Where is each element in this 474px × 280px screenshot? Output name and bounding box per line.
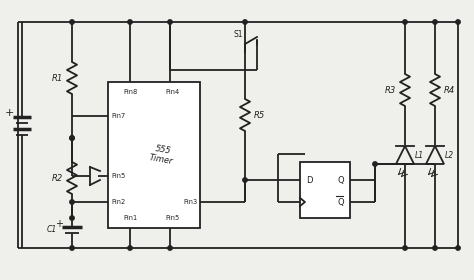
Text: Pin5: Pin5: [111, 173, 125, 179]
Text: L1: L1: [415, 151, 424, 160]
Text: Pin1: Pin1: [123, 215, 137, 221]
Circle shape: [128, 20, 132, 24]
Text: +: +: [55, 219, 63, 229]
Text: Pin7: Pin7: [111, 113, 125, 119]
Circle shape: [70, 136, 74, 140]
Circle shape: [243, 178, 247, 182]
Circle shape: [456, 246, 460, 250]
Circle shape: [433, 20, 437, 24]
Text: R5: R5: [254, 111, 265, 120]
Circle shape: [70, 200, 74, 204]
Text: Pin2: Pin2: [111, 199, 125, 205]
Text: R2: R2: [52, 174, 63, 183]
Text: 555
Timer: 555 Timer: [148, 143, 176, 167]
Circle shape: [433, 246, 437, 250]
Bar: [300, 162, 350, 218]
Circle shape: [456, 20, 460, 24]
Text: D: D: [306, 176, 312, 185]
Text: Q: Q: [337, 176, 344, 185]
Circle shape: [403, 20, 407, 24]
Bar: [108, 82, 200, 228]
Text: S1: S1: [234, 29, 243, 39]
Circle shape: [168, 20, 172, 24]
Text: Pin4: Pin4: [165, 89, 179, 95]
Circle shape: [168, 246, 172, 250]
Text: Pin5: Pin5: [165, 215, 179, 221]
Circle shape: [70, 20, 74, 24]
Text: Pin8: Pin8: [123, 89, 137, 95]
Circle shape: [70, 216, 74, 220]
Circle shape: [128, 246, 132, 250]
Text: Pin3: Pin3: [183, 199, 197, 205]
Text: Q: Q: [337, 197, 344, 207]
Circle shape: [373, 162, 377, 166]
Text: C1: C1: [47, 225, 57, 235]
Circle shape: [403, 246, 407, 250]
Circle shape: [243, 20, 247, 24]
Text: R1: R1: [52, 74, 63, 83]
Text: L2: L2: [445, 151, 454, 160]
Circle shape: [70, 136, 74, 140]
Text: R4: R4: [444, 85, 455, 95]
Text: +: +: [4, 108, 14, 118]
Text: R3: R3: [385, 85, 396, 95]
Circle shape: [70, 246, 74, 250]
